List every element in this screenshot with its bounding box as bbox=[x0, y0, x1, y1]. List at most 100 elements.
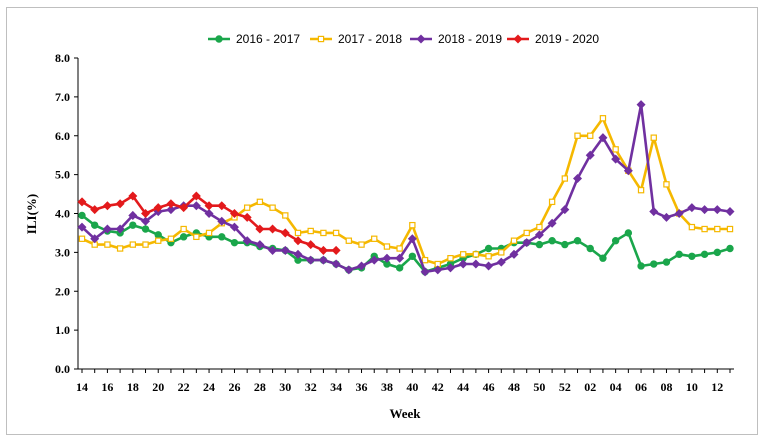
data-point bbox=[102, 201, 112, 211]
data-point bbox=[167, 235, 175, 242]
x-tick-label: 30 bbox=[279, 380, 291, 394]
data-point bbox=[179, 233, 188, 241]
x-axis-ticks: 14 16 18 20 22 24 26 28 30 32 34 36 38 40 42 44 46 48 50 52… bbox=[76, 369, 731, 394]
data-point bbox=[484, 244, 493, 253]
x-tick-label: 18 bbox=[127, 380, 139, 394]
data-point bbox=[560, 205, 570, 215]
data-point bbox=[280, 228, 290, 238]
data-point bbox=[624, 229, 633, 237]
data-point bbox=[129, 221, 137, 229]
data-point bbox=[574, 132, 581, 139]
data-point bbox=[700, 250, 709, 259]
legend-item: 2019 - 2020 bbox=[507, 32, 599, 46]
data-point bbox=[90, 234, 100, 244]
data-point bbox=[154, 231, 162, 239]
data-point bbox=[229, 222, 239, 232]
data-point bbox=[637, 186, 645, 194]
data-point bbox=[407, 234, 417, 244]
data-point bbox=[371, 235, 378, 242]
y-axis-ticks: 0.0 1.0 2.0 3.0 4.0 5.0 6.0 7.0 8.0 bbox=[55, 51, 78, 376]
x-tick-label: 48 bbox=[508, 380, 520, 394]
data-point bbox=[611, 154, 621, 164]
data-point bbox=[650, 134, 657, 141]
data-point bbox=[623, 166, 633, 176]
data-point bbox=[661, 212, 671, 222]
data-point bbox=[688, 223, 696, 231]
data-point bbox=[714, 225, 721, 233]
data-point bbox=[548, 237, 556, 245]
series-line bbox=[81, 103, 731, 274]
data-point bbox=[471, 259, 481, 269]
data-point bbox=[331, 245, 341, 255]
legend: 2016 - 2017 2017 - 2018 2018 - 2019 2019 - … bbox=[208, 32, 599, 46]
series-2 bbox=[78, 115, 734, 268]
x-tick-label: 04 bbox=[610, 380, 622, 394]
data-point bbox=[331, 259, 341, 269]
data-point bbox=[458, 259, 468, 269]
series-4 bbox=[77, 191, 341, 255]
data-point bbox=[357, 261, 367, 271]
x-tick-label: 46 bbox=[483, 380, 495, 394]
data-point bbox=[332, 229, 340, 237]
data-point bbox=[153, 203, 163, 213]
data-point bbox=[205, 229, 213, 237]
data-point bbox=[408, 252, 417, 260]
data-point bbox=[218, 233, 226, 241]
data-point bbox=[472, 251, 480, 258]
data-point bbox=[611, 237, 620, 245]
y-tick-label: 7.0 bbox=[55, 90, 70, 104]
x-tick-label: 28 bbox=[254, 380, 266, 394]
data-point bbox=[141, 216, 151, 226]
y-tick-label: 8.0 bbox=[55, 51, 70, 65]
data-point bbox=[726, 244, 734, 253]
series-line bbox=[81, 117, 730, 266]
data-point bbox=[498, 249, 505, 256]
y-tick-label: 1.0 bbox=[55, 323, 70, 337]
data-point bbox=[293, 249, 303, 259]
data-point bbox=[416, 34, 426, 44]
data-point bbox=[128, 210, 138, 220]
data-point bbox=[255, 240, 265, 250]
data-point bbox=[420, 267, 430, 277]
data-point bbox=[293, 236, 303, 246]
data-point bbox=[229, 208, 239, 219]
legend-item: 2018 - 2019 bbox=[410, 32, 502, 46]
data-point bbox=[586, 244, 594, 253]
data-point bbox=[509, 249, 519, 259]
data-point bbox=[104, 241, 111, 248]
data-point bbox=[78, 235, 86, 242]
data-point bbox=[713, 248, 721, 257]
data-point bbox=[409, 221, 416, 229]
data-point bbox=[548, 198, 556, 206]
data-point bbox=[701, 225, 708, 233]
y-tick-label: 4.0 bbox=[55, 207, 70, 221]
y-tick-label: 0.0 bbox=[55, 362, 70, 376]
x-tick-label: 52 bbox=[559, 380, 571, 394]
data-point bbox=[700, 205, 710, 215]
data-point bbox=[129, 241, 137, 248]
data-point bbox=[116, 245, 124, 252]
data-point bbox=[674, 208, 684, 219]
data-point bbox=[675, 250, 683, 259]
x-axis-label: Week bbox=[389, 406, 421, 421]
x-tick-label: 44 bbox=[457, 380, 469, 394]
chart-frame bbox=[6, 7, 758, 435]
x-tick-label: 16 bbox=[101, 380, 113, 394]
data-point bbox=[142, 241, 149, 248]
data-point bbox=[382, 253, 392, 263]
data-point bbox=[395, 253, 405, 263]
data-point bbox=[587, 132, 594, 139]
y-tick-label: 6.0 bbox=[55, 129, 70, 143]
data-point bbox=[599, 115, 607, 122]
legend-label: 2016 - 2017 bbox=[236, 32, 300, 46]
x-tick-label: 36 bbox=[356, 380, 368, 394]
data-point bbox=[193, 233, 200, 241]
data-point bbox=[230, 238, 239, 247]
x-tick-label: 02 bbox=[584, 380, 596, 394]
data-point bbox=[662, 258, 671, 266]
data-point bbox=[306, 240, 316, 250]
series-lines bbox=[77, 100, 735, 277]
x-tick-label: 22 bbox=[178, 380, 190, 394]
data-point bbox=[573, 174, 583, 184]
